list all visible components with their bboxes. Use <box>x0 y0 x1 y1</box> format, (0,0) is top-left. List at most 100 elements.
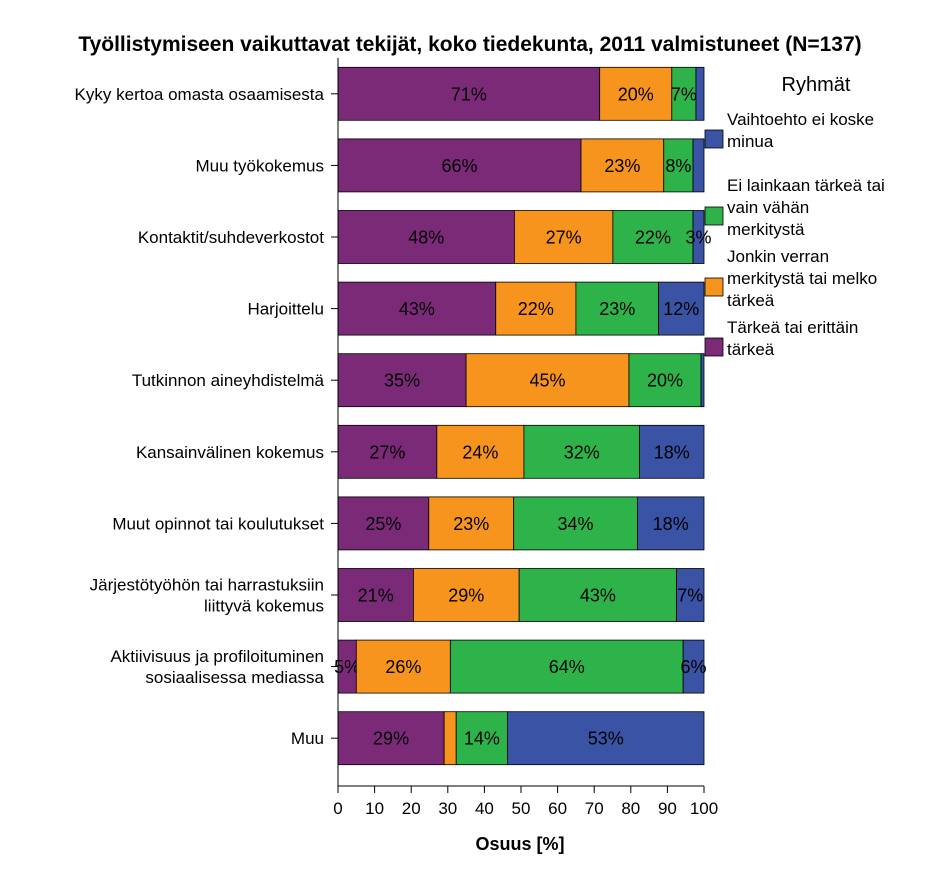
x-tick-label: 100 <box>690 799 718 818</box>
bar-segment <box>671 66 697 121</box>
x-tick-label: 70 <box>585 799 604 818</box>
category-label: Harjoittelu <box>247 300 324 319</box>
bar-segment <box>636 496 705 551</box>
bar-segment <box>676 568 705 622</box>
data-label: 8% <box>665 156 691 176</box>
bar-segment <box>507 711 705 766</box>
data-label: 12% <box>663 299 699 319</box>
legend-swatch <box>704 337 724 357</box>
bar-segment <box>337 424 438 479</box>
bar-segment <box>682 639 705 694</box>
bar-segment <box>355 639 451 694</box>
x-tick-label: 0 <box>333 799 342 818</box>
data-label: 7% <box>671 84 697 104</box>
bar-segment <box>495 281 577 336</box>
x-tick-label: 30 <box>438 799 457 818</box>
bar-segment <box>663 138 694 193</box>
legend-swatch <box>704 206 724 226</box>
bar-segment <box>523 424 640 479</box>
data-label: 23% <box>599 299 635 319</box>
x-tick-label: 60 <box>548 799 567 818</box>
category-label: Muu työkokemus <box>196 156 325 175</box>
bar-segment <box>465 353 630 408</box>
data-label: 27% <box>369 442 405 462</box>
category-label: Kyky kertoa omasta osaamisesta <box>75 85 325 104</box>
data-label: 23% <box>453 514 489 534</box>
bar-segment <box>337 496 430 551</box>
data-label: 7% <box>677 586 703 606</box>
data-label: 43% <box>580 586 616 606</box>
bar-segment <box>514 210 614 264</box>
x-tick-label: 90 <box>658 799 677 818</box>
data-label: 22% <box>635 228 671 248</box>
data-label: 25% <box>365 514 401 534</box>
plot-area: 71% 20% 7% Kyky kertoa omasta osaamisesta 66… <box>75 58 718 818</box>
bar-segment <box>428 496 515 551</box>
data-label: 32% <box>564 442 600 462</box>
bar-segment <box>436 424 525 479</box>
bar-segment <box>658 281 705 336</box>
bar-segment <box>599 66 673 121</box>
category-label: Aktiivisuus ja profiloituminen sosiaalise… <box>110 647 324 687</box>
data-label: 23% <box>604 156 640 176</box>
bar-segment <box>337 568 414 622</box>
bar-segment <box>575 281 660 336</box>
data-label: 18% <box>653 514 689 534</box>
data-label: 66% <box>441 156 477 176</box>
data-label: 14% <box>464 729 500 749</box>
data-label: 26% <box>385 657 421 677</box>
data-label: 43% <box>399 299 435 319</box>
bar-segment <box>412 568 520 622</box>
data-label: 45% <box>530 371 566 391</box>
bar-segment <box>337 66 601 121</box>
legend-label: Vaihtoehto ei koske minua <box>727 110 874 151</box>
bar-segment <box>513 496 638 551</box>
bar-segment <box>337 210 515 264</box>
x-tick-label: 20 <box>402 799 421 818</box>
x-tick-label: 80 <box>621 799 640 818</box>
data-label: 3% <box>686 228 712 248</box>
data-label: 22% <box>518 299 554 319</box>
x-tick-label: 40 <box>475 799 494 818</box>
bar-segment <box>337 711 445 766</box>
data-label: 18% <box>654 442 690 462</box>
bar-segment <box>337 353 467 408</box>
data-label: 64% <box>549 657 585 677</box>
chart-title: Työllistymiseen vaikuttavat tekijät, kok… <box>78 33 861 56</box>
legend-swatch <box>704 277 724 297</box>
category-label: Muut opinnot tai koulutukset <box>112 514 324 533</box>
bar-segment <box>455 711 508 766</box>
bar-segment <box>700 353 705 408</box>
x-tick-label: 50 <box>512 799 531 818</box>
x-axis-title: Osuus [%] <box>475 834 564 854</box>
category-label: Kontaktit/suhdeverkostot <box>138 228 324 247</box>
legend-label: Ei lainkaan tärkeä tai vain vähän merkitys… <box>727 176 885 239</box>
data-label: 27% <box>546 228 582 248</box>
bar-segment <box>692 138 705 193</box>
data-label: 53% <box>588 729 624 749</box>
legend-swatch <box>704 129 724 149</box>
data-label: 29% <box>448 586 484 606</box>
bar-segment <box>639 424 705 479</box>
data-label: 20% <box>618 84 654 104</box>
category-label: Järjestötyöhön tai harrastuksiin liittyvä… <box>90 576 324 616</box>
bar-segment <box>443 711 457 766</box>
category-label: Muu <box>291 729 324 748</box>
legend-label: Tärkeä tai erittäin tärkeä <box>727 318 858 359</box>
data-label: 48% <box>408 228 444 248</box>
category-label: Kansainvälinen kokemus <box>136 443 324 462</box>
x-tick-label: 10 <box>365 799 384 818</box>
data-label: 20% <box>647 371 683 391</box>
data-label: 34% <box>558 514 594 534</box>
legend: Vaihtoehto ei koske minua Ei lainkaan tärk… <box>704 110 885 359</box>
legend-title: Ryhmät <box>782 74 851 96</box>
data-label: 71% <box>451 84 487 104</box>
category-label: Tutkinnon aineyhdistelmä <box>132 371 325 390</box>
data-label: 35% <box>384 371 420 391</box>
bar-segment <box>628 353 702 408</box>
data-label: 24% <box>462 442 498 462</box>
bar-segment <box>518 568 677 622</box>
data-label: 21% <box>358 586 394 606</box>
data-label: 29% <box>373 729 409 749</box>
